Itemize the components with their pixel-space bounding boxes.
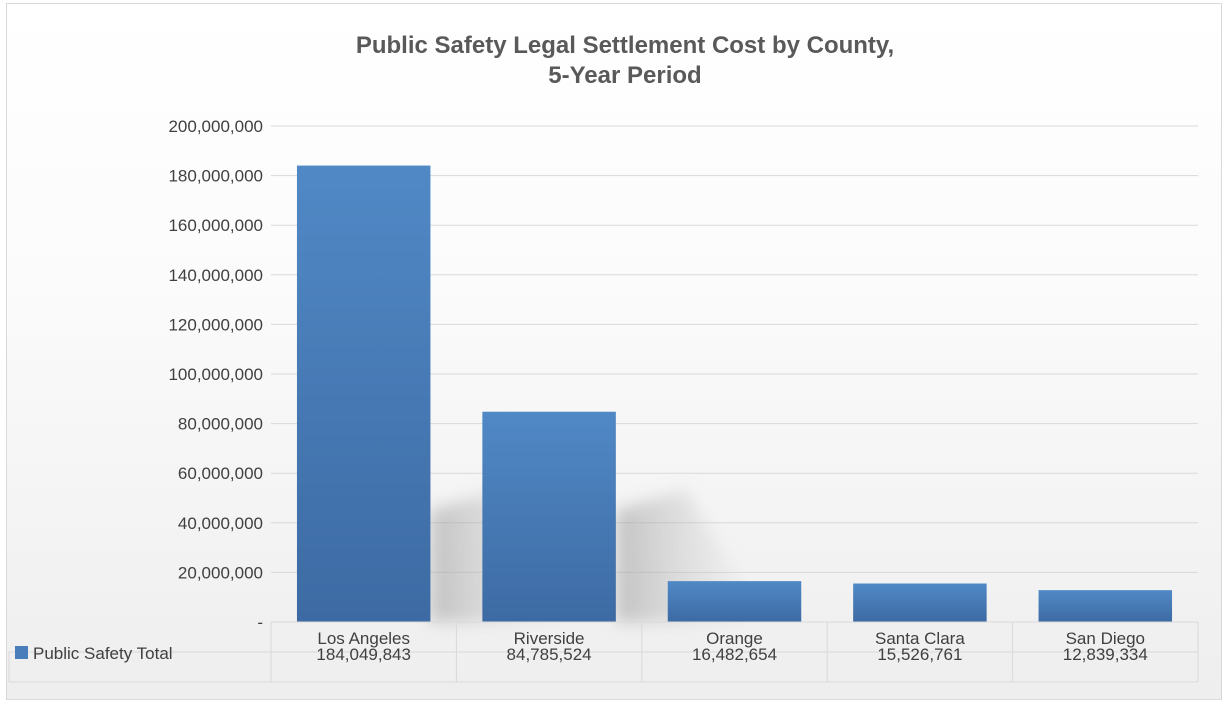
y-tick-label: 100,000,000 [168,365,263,384]
y-tick-label: 180,000,000 [168,167,263,186]
bar-riverside [482,412,615,622]
legend-label: Public Safety Total [33,644,173,663]
data-value-label: 16,482,654 [692,645,777,664]
chart-title-line-2: 5-Year Period [548,62,701,89]
bar-orange [668,581,801,622]
y-axis-tick-labels: - 20,000,000 40,000,000 60,000,000 80,000,00… [168,117,263,632]
y-tick-label: 200,000,000 [168,117,263,136]
bar-santa-clara [853,583,986,622]
y-tick-label: 120,000,000 [168,315,263,334]
data-value-label: 15,526,761 [877,645,962,664]
bars [297,166,1172,622]
data-value-label: 84,785,524 [507,645,592,664]
bar-los-angeles [297,166,430,622]
chart-frame: Public Safety Legal Settlement Cost by C… [6,3,1222,700]
y-tick-label: 140,000,000 [168,266,263,285]
data-value-label: 184,049,843 [316,645,411,664]
bar-san-diego [1039,590,1172,622]
y-tick-label: 60,000,000 [178,464,263,483]
y-tick-label: 160,000,000 [168,216,263,235]
y-tick-label: 80,000,000 [178,415,263,434]
y-tick-label: - [257,613,263,632]
data-table: Los Angeles Riverside Orange Santa Clara San… [9,622,1198,682]
bar-chart: Public Safety Legal Settlement Cost by C… [7,4,1223,701]
y-tick-label: 40,000,000 [178,514,263,533]
legend-swatch [15,646,28,659]
data-value-label: 12,839,334 [1063,645,1148,664]
y-tick-label: 20,000,000 [178,563,263,582]
chart-title-line-1: Public Safety Legal Settlement Cost by C… [356,32,894,59]
